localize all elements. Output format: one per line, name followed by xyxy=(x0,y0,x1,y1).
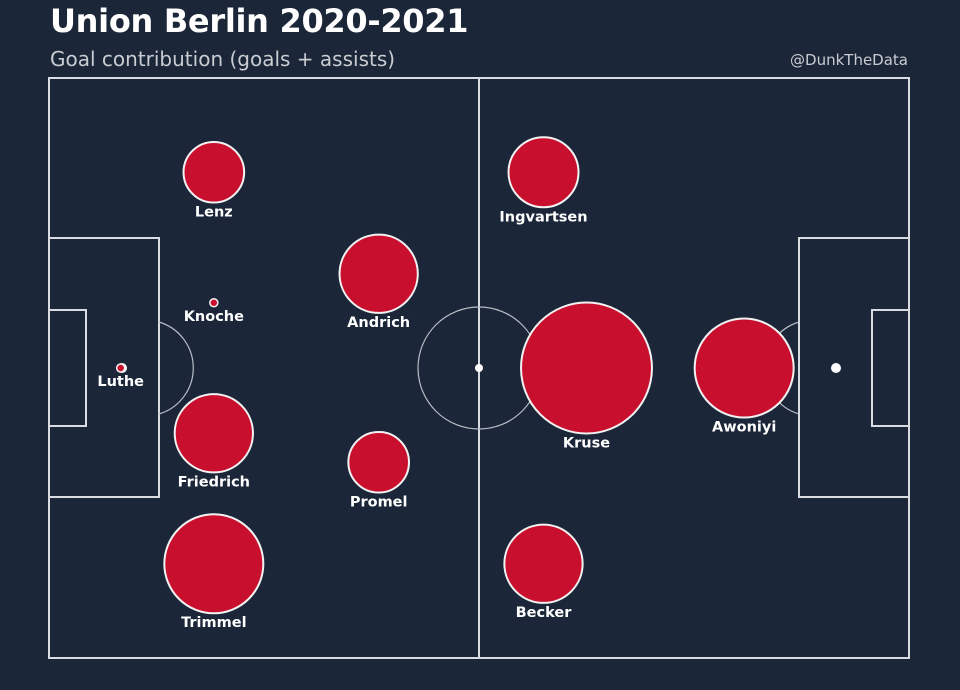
chart-subtitle: Goal contribution (goals + assists) xyxy=(50,47,396,71)
credit-handle: @DunkTheData xyxy=(790,51,908,69)
bubble-trimmel xyxy=(163,513,265,615)
bubble-andrich xyxy=(338,233,419,314)
bubble-luthe xyxy=(115,363,126,373)
label-ingvartsen: Ingvartsen xyxy=(499,209,587,225)
label-trimmel: Trimmel xyxy=(181,615,246,631)
right-penalty-box xyxy=(798,237,910,498)
bubble-ingvartsen xyxy=(507,136,580,209)
player-bubbles: Luthe Lenz Knoche Friedrich Trimmel Andrich Pr… xyxy=(97,136,795,631)
bubble-awoniyi xyxy=(693,317,795,419)
left-six-yard-box xyxy=(48,309,87,427)
chart-title: Union Berlin 2020-2021 xyxy=(50,2,469,40)
bubble-knoche xyxy=(209,298,219,308)
label-promel: Promel xyxy=(350,495,408,511)
label-friedrich: Friedrich xyxy=(178,474,250,490)
label-awoniyi: Awoniyi xyxy=(712,419,776,435)
bubble-kruse xyxy=(520,301,653,435)
label-becker: Becker xyxy=(516,605,573,621)
label-luthe: Luthe xyxy=(97,374,144,390)
label-knoche: Knoche xyxy=(184,309,244,325)
label-andrich: Andrich xyxy=(347,315,410,331)
label-kruse: Kruse xyxy=(563,435,610,451)
left-penalty-box xyxy=(48,237,160,498)
bubble-promel xyxy=(347,430,410,494)
pitch-markings xyxy=(48,77,910,659)
bubble-friedrich xyxy=(173,393,254,474)
center-spot xyxy=(475,364,483,372)
bubble-lenz xyxy=(182,140,246,204)
bubble-becker xyxy=(503,523,584,604)
label-lenz: Lenz xyxy=(195,205,233,221)
right-six-yard-box xyxy=(871,309,910,427)
right-penalty-spot xyxy=(831,363,841,373)
left-penalty-arc xyxy=(158,321,194,415)
